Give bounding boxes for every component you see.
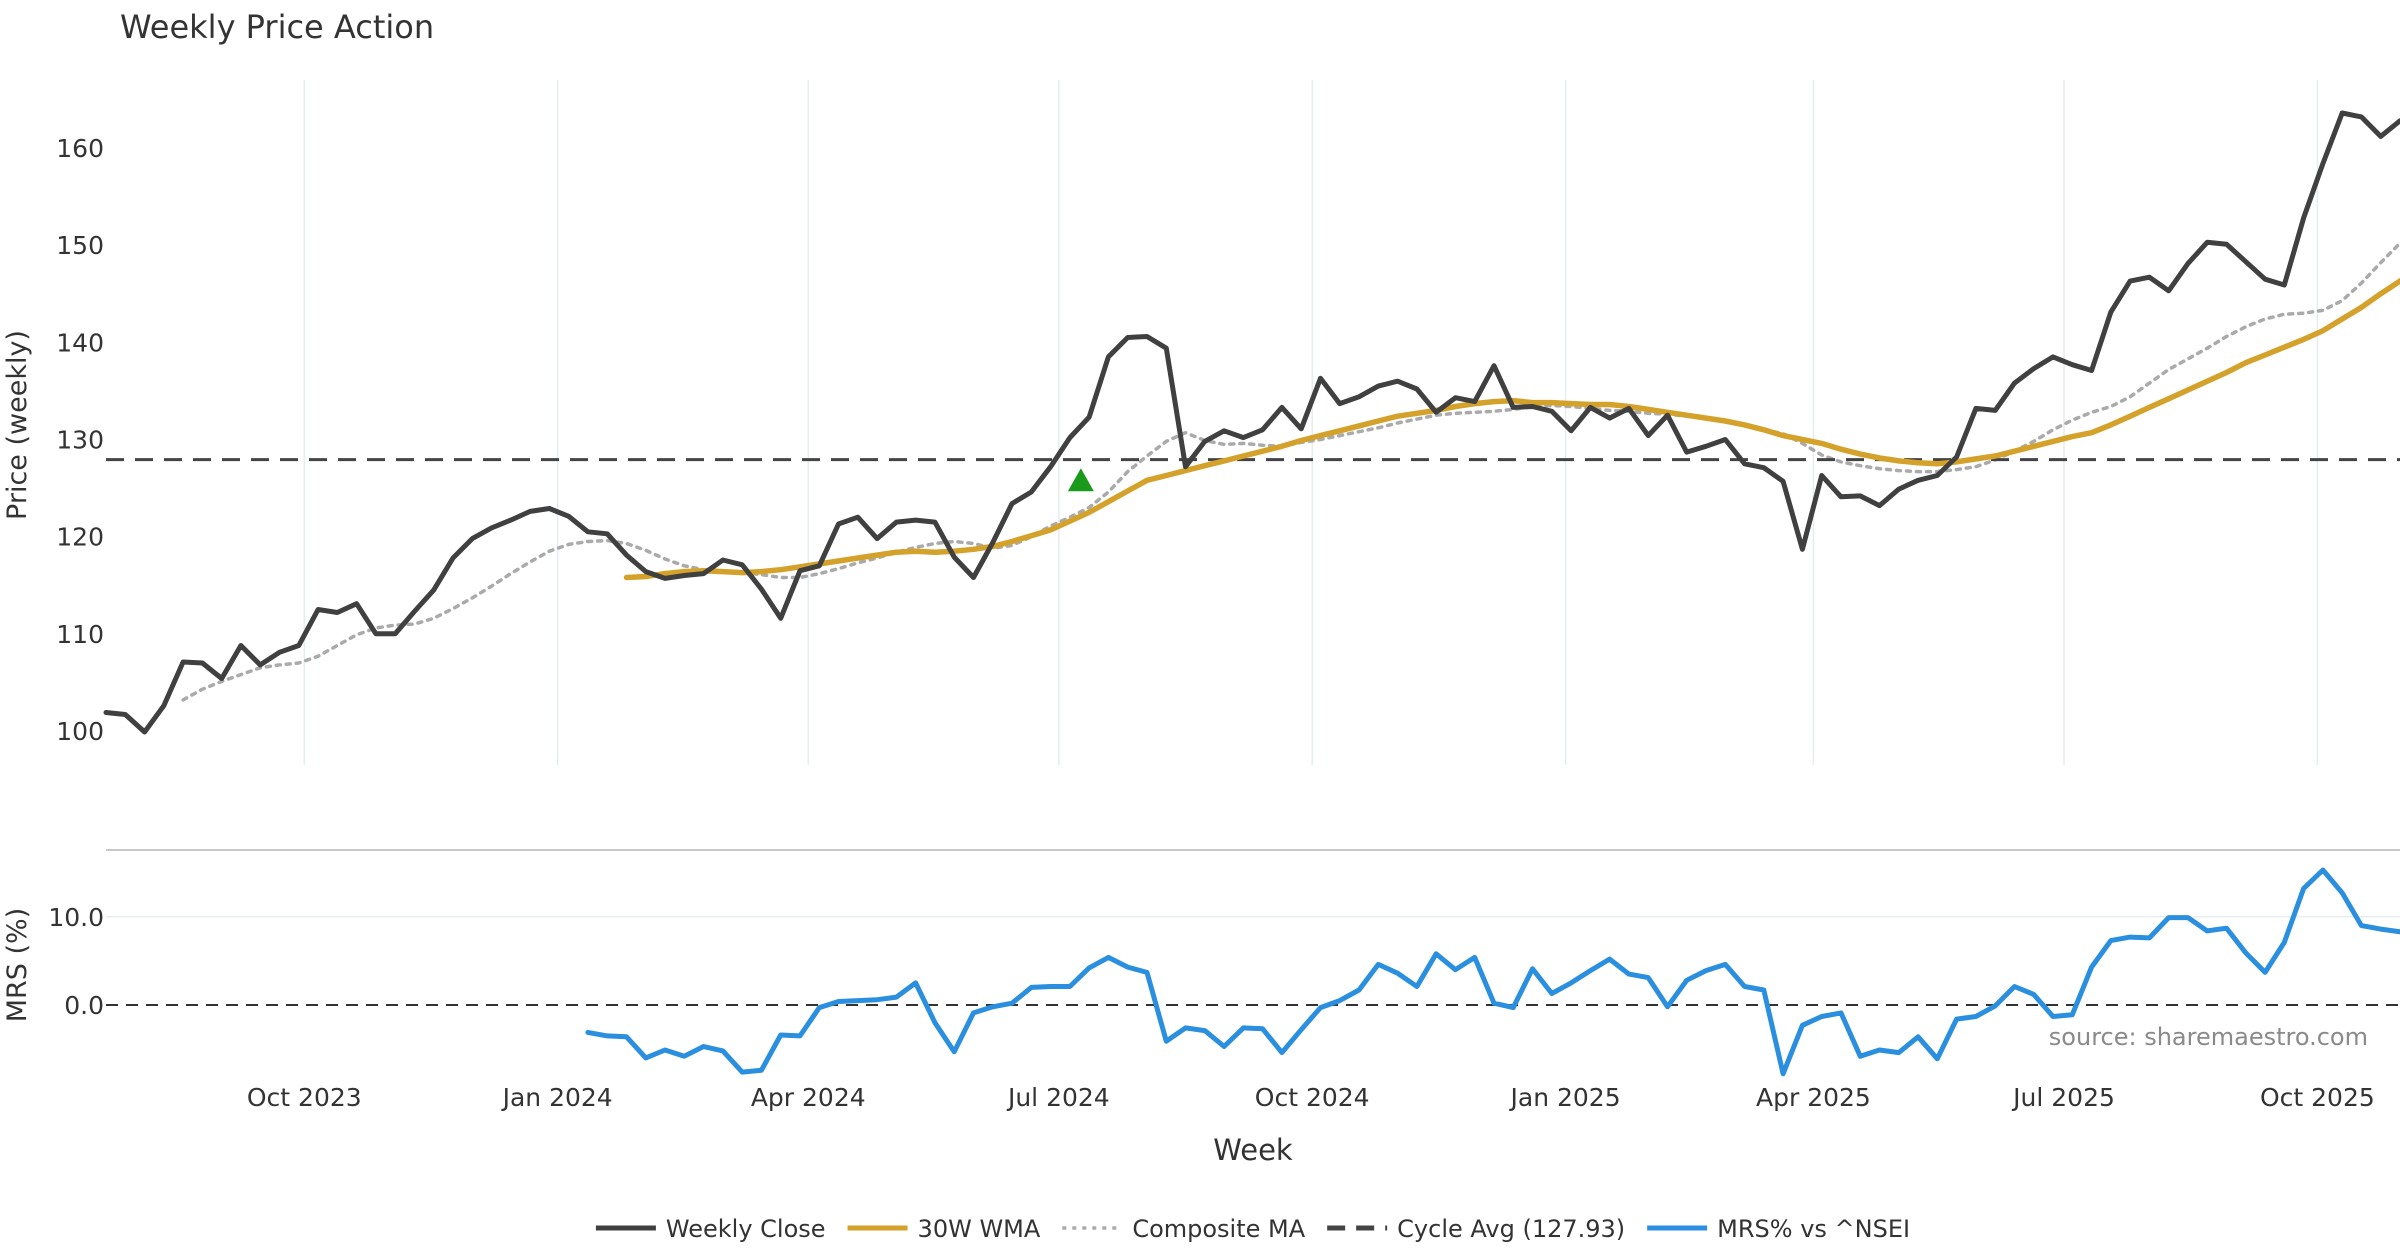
mrs-panel: 0.0 10.0 MRS (%) source: sharemaestro.com xyxy=(2,867,2400,1077)
legend-item-label: Cycle Avg (127.93) xyxy=(1397,1215,1625,1243)
price-series xyxy=(103,110,2400,735)
composite-ma-line xyxy=(181,241,2400,702)
x-tick-label: Oct 2023 xyxy=(247,1083,362,1112)
mrs-vs-nsei-line xyxy=(585,867,2400,1077)
legend-item-weekly-close: Weekly Close xyxy=(595,1215,826,1243)
legend-item-label: 30W WMA xyxy=(918,1215,1041,1243)
x-tick-label: Jul 2024 xyxy=(1006,1083,1110,1112)
mrs-y-label: MRS (%) xyxy=(2,908,33,1023)
price-panel: 100 110 120 130 140 150 160 Price (weekly) xyxy=(2,80,2400,765)
weekly-close-line xyxy=(103,110,2400,735)
x-tick-label: Apr 2024 xyxy=(751,1083,866,1112)
legend-item-composite-ma: Composite MA xyxy=(1062,1215,1306,1243)
legend-item-30w-wma: 30W WMA xyxy=(847,1215,1041,1243)
x-tick-label: Oct 2024 xyxy=(1255,1083,1370,1112)
mrs-y-ticks: 0.0 10.0 xyxy=(48,903,104,1020)
legend-item-mrs-vs-nsei: MRS% vs ^NSEI xyxy=(1647,1215,1910,1243)
price-y-ticks: 100 110 120 130 140 150 160 xyxy=(56,134,104,746)
legend-item-label: MRS% vs ^NSEI xyxy=(1717,1215,1910,1243)
x-tick-label: Apr 2025 xyxy=(1756,1083,1871,1112)
legend-item-label: Weekly Close xyxy=(666,1215,826,1243)
chart-title: Weekly Price Action xyxy=(120,8,434,46)
x-tick-label: Oct 2025 xyxy=(2260,1083,2375,1112)
x-tick-label: Jan 2025 xyxy=(1509,1083,1621,1112)
price-y-tick-label: 150 xyxy=(56,231,104,260)
x-axis-ticks: Oct 2023 Jan 2024 Apr 2024 Jul 2024 Oct 2024… xyxy=(247,1083,2375,1112)
price-gridlines xyxy=(303,80,2319,765)
legend: Weekly Close 30W WMA Composite MA Cycle Avg… xyxy=(595,1215,1910,1243)
price-y-tick-label: 130 xyxy=(56,426,104,455)
x-axis-label: Week xyxy=(1213,1133,1293,1167)
price-y-tick-label: 140 xyxy=(56,328,104,357)
mrs-y-tick-label: 0.0 xyxy=(64,991,104,1020)
source-note: source: sharemaestro.com xyxy=(2049,1023,2368,1051)
price-y-tick-label: 110 xyxy=(56,620,104,649)
price-y-label: Price (weekly) xyxy=(2,330,33,520)
buy-signal-marker xyxy=(1067,468,1094,492)
mrs-y-tick-label: 10.0 xyxy=(48,903,104,932)
legend-item-label: Composite MA xyxy=(1132,1215,1305,1243)
legend-item-cycle-avg-127-93: Cycle Avg (127.93) xyxy=(1327,1215,1625,1243)
30w-wma-line xyxy=(623,277,2400,581)
mrs-series xyxy=(106,867,2400,1077)
price-y-tick-label: 100 xyxy=(56,717,104,746)
x-tick-label: Jul 2025 xyxy=(2011,1083,2115,1112)
x-tick-label: Jan 2024 xyxy=(501,1083,613,1112)
price-y-tick-label: 160 xyxy=(56,134,104,163)
price-y-tick-label: 120 xyxy=(56,523,104,552)
